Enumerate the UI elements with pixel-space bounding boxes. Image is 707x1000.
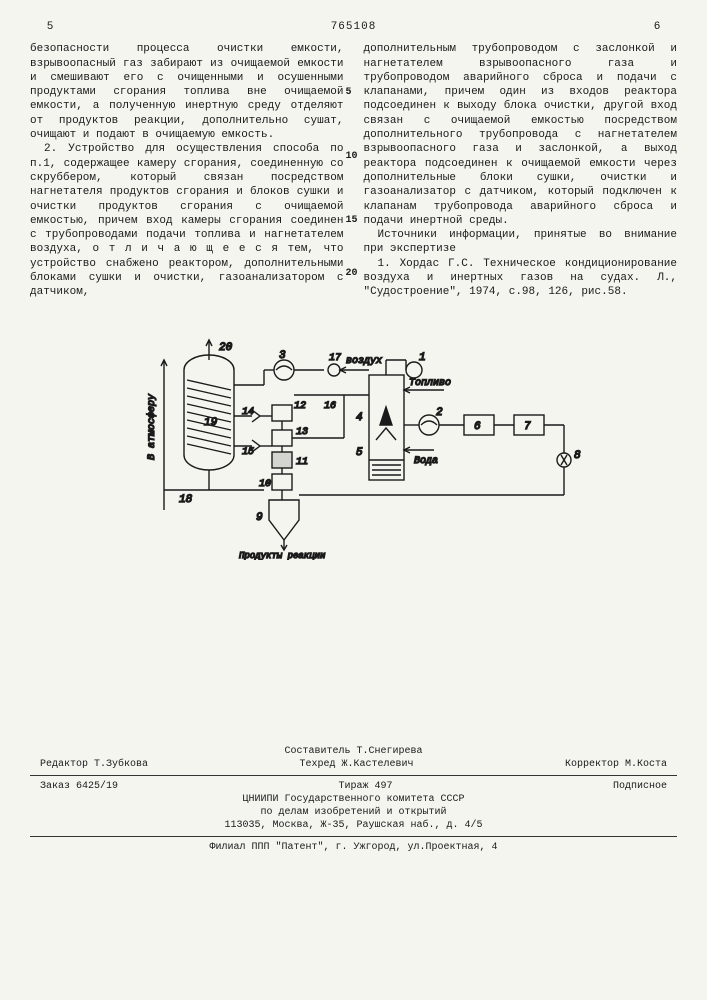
left-para1: безопасности процесса очистки емкости, в… — [30, 42, 344, 142]
diag-num-8: 8 — [574, 450, 581, 462]
diag-num-10: 10 — [259, 479, 271, 490]
right-column: 5 10 15 20 дополнительным трубопроводом … — [364, 42, 678, 299]
diag-num-5: 5 — [356, 447, 363, 459]
footer-editor: Редактор Т.Зубкова — [40, 758, 148, 771]
diag-num-18: 18 — [179, 494, 193, 506]
label-air: воздух — [346, 356, 382, 367]
diag-num-17: 17 — [329, 353, 341, 364]
footer-tirazh: Тираж 497 — [338, 780, 392, 793]
footer-order: Заказ 6425/19 — [40, 780, 118, 793]
footer-compiler: Составитель Т.Снегирева — [30, 745, 677, 758]
diag-num-20: 20 — [219, 342, 233, 354]
footer: Составитель Т.Снегирева Редактор Т.Зубко… — [30, 745, 677, 854]
page-header: 5 765108 6 — [30, 20, 677, 34]
label-products: Продукты реакции — [239, 551, 326, 560]
diagram-svg: 1 9 20 В атмосферу — [124, 330, 584, 560]
footer-org1: ЦНИИПИ Государственного комитета СССР — [30, 793, 677, 806]
page-num-right: 6 — [637, 20, 677, 34]
diag-num-1: 1 — [419, 352, 426, 364]
footer-subscription: Подписное — [613, 780, 667, 793]
diag-num-13: 13 — [296, 427, 308, 438]
diag-num-11: 11 — [296, 457, 308, 468]
text-columns: безопасности процесса очистки емкости, в… — [30, 42, 677, 299]
schematic-diagram: 1 9 20 В атмосферу — [30, 330, 677, 565]
left-column: безопасности процесса очистки емкости, в… — [30, 42, 344, 299]
footer-org2: по делам изобретений и открытий — [30, 806, 677, 819]
line-marker-15: 15 — [346, 214, 358, 227]
sources-title: Источники информации, принятые во вниман… — [364, 228, 678, 257]
diag-num-2: 2 — [436, 407, 443, 419]
diag-num-16: 16 — [324, 401, 336, 412]
footer-branch: Филиал ППП "Патент", г. Ужгород, ул.Прое… — [30, 841, 677, 854]
right-para1: дополнительным трубопроводом с заслонкой… — [364, 42, 678, 228]
line-marker-20: 20 — [346, 267, 358, 280]
page-num-left: 5 — [30, 20, 70, 34]
footer-corrector: Корректор М.Коста — [565, 758, 667, 771]
diag-num-7: 7 — [524, 421, 531, 433]
diag-num-15: 15 — [242, 447, 254, 458]
diag-num-4: 4 — [356, 412, 363, 424]
left-para2: 2. Устройство для осуществления способа … — [30, 142, 344, 299]
source-1: 1. Хордас Г.С. Техническое кондициониров… — [364, 257, 678, 300]
diag-num-3: 3 — [279, 350, 286, 362]
diag-num-12: 12 — [294, 401, 306, 412]
label-water: Вода — [414, 456, 438, 467]
line-marker-5: 5 — [346, 86, 352, 99]
label-fuel: Топливо — [409, 378, 451, 389]
label-atmosphere: В атмосферу — [145, 393, 158, 460]
footer-techred: Техред Ж.Кастелевич — [299, 758, 413, 771]
diag-num-6: 6 — [474, 421, 481, 433]
patent-number: 765108 — [70, 20, 637, 34]
line-marker-10: 10 — [346, 150, 358, 163]
diag-num-9: 9 — [256, 512, 263, 524]
footer-address: 113035, Москва, Ж-35, Раушская наб., д. … — [30, 819, 677, 832]
